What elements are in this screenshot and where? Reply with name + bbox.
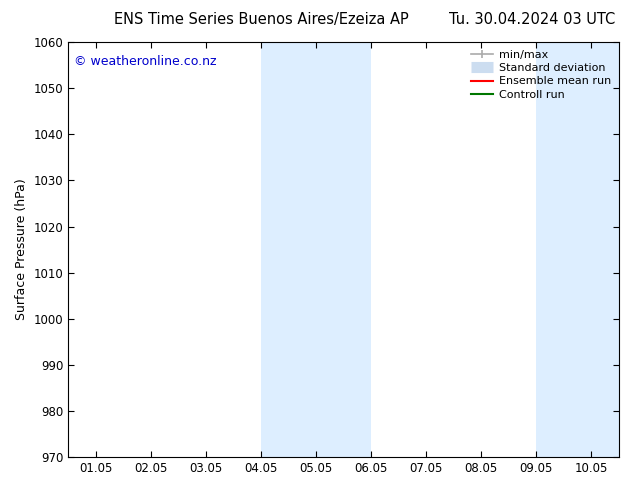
Text: © weatheronline.co.nz: © weatheronline.co.nz — [74, 54, 216, 68]
Legend: min/max, Standard deviation, Ensemble mean run, Controll run: min/max, Standard deviation, Ensemble me… — [467, 46, 616, 104]
Y-axis label: Surface Pressure (hPa): Surface Pressure (hPa) — [15, 179, 28, 320]
Bar — [261, 42, 371, 457]
Text: Tu. 30.04.2024 03 UTC: Tu. 30.04.2024 03 UTC — [449, 12, 615, 27]
Text: ENS Time Series Buenos Aires/Ezeiza AP: ENS Time Series Buenos Aires/Ezeiza AP — [114, 12, 409, 27]
Bar — [536, 42, 619, 457]
